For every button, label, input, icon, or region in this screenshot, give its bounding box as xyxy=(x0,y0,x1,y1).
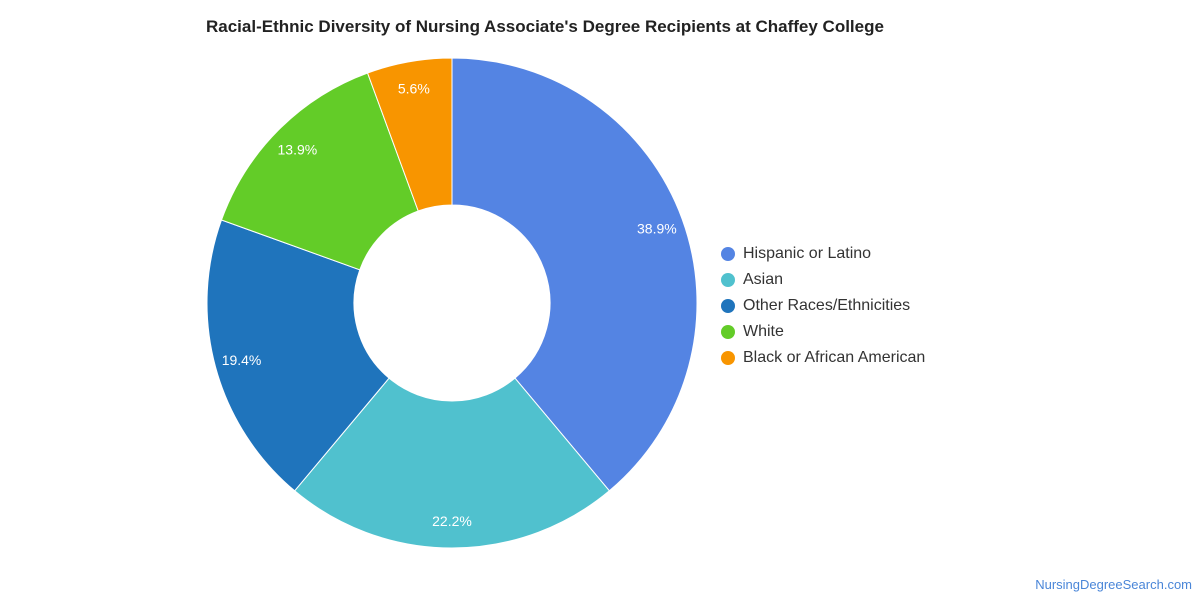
legend-item[interactable]: Other Races/Ethnicities xyxy=(721,293,925,319)
legend-swatch xyxy=(721,299,735,313)
slice-value-label: 5.6% xyxy=(398,80,430,96)
legend-swatch xyxy=(721,325,735,339)
chart-legend: Hispanic or Latino Asian Other Races/Ethni… xyxy=(721,241,925,371)
legend-label: Black or African American xyxy=(743,349,926,366)
site-watermark[interactable]: NursingDegreeSearch.com xyxy=(1035,577,1192,592)
legend-item[interactable]: Black or African American xyxy=(721,345,925,371)
slice-value-label: 38.9% xyxy=(637,221,677,237)
slice-value-label: 19.4% xyxy=(222,352,262,368)
donut-slice[interactable] xyxy=(220,72,419,271)
legend-swatch xyxy=(721,273,735,287)
legend-item[interactable]: White xyxy=(721,319,925,345)
slice-value-label: 22.2% xyxy=(432,513,472,529)
legend-item[interactable]: Asian xyxy=(721,267,925,293)
chart-title: Racial-Ethnic Diversity of Nursing Assoc… xyxy=(206,17,884,36)
legend-label: White xyxy=(743,323,784,340)
donut-slice[interactable] xyxy=(366,57,453,212)
donut-slice[interactable] xyxy=(293,377,611,549)
legend-swatch xyxy=(721,351,735,365)
donut-slice[interactable] xyxy=(206,219,390,492)
legend-label: Other Races/Ethnicities xyxy=(743,297,911,314)
donut-slice[interactable] xyxy=(451,57,698,492)
legend-label: Hispanic or Latino xyxy=(743,245,872,262)
legend-item[interactable]: Hispanic or Latino xyxy=(721,241,925,267)
slice-value-label: 13.9% xyxy=(278,141,318,157)
legend-label: Asian xyxy=(743,271,784,288)
legend-swatch xyxy=(721,247,735,261)
